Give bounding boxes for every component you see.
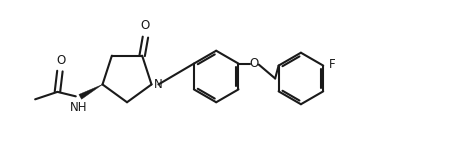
Text: O: O: [56, 54, 66, 67]
Polygon shape: [79, 84, 102, 99]
Text: O: O: [141, 19, 150, 32]
Text: F: F: [329, 58, 336, 71]
Text: O: O: [250, 57, 259, 70]
Text: NH: NH: [69, 101, 87, 114]
Text: N: N: [153, 78, 162, 91]
